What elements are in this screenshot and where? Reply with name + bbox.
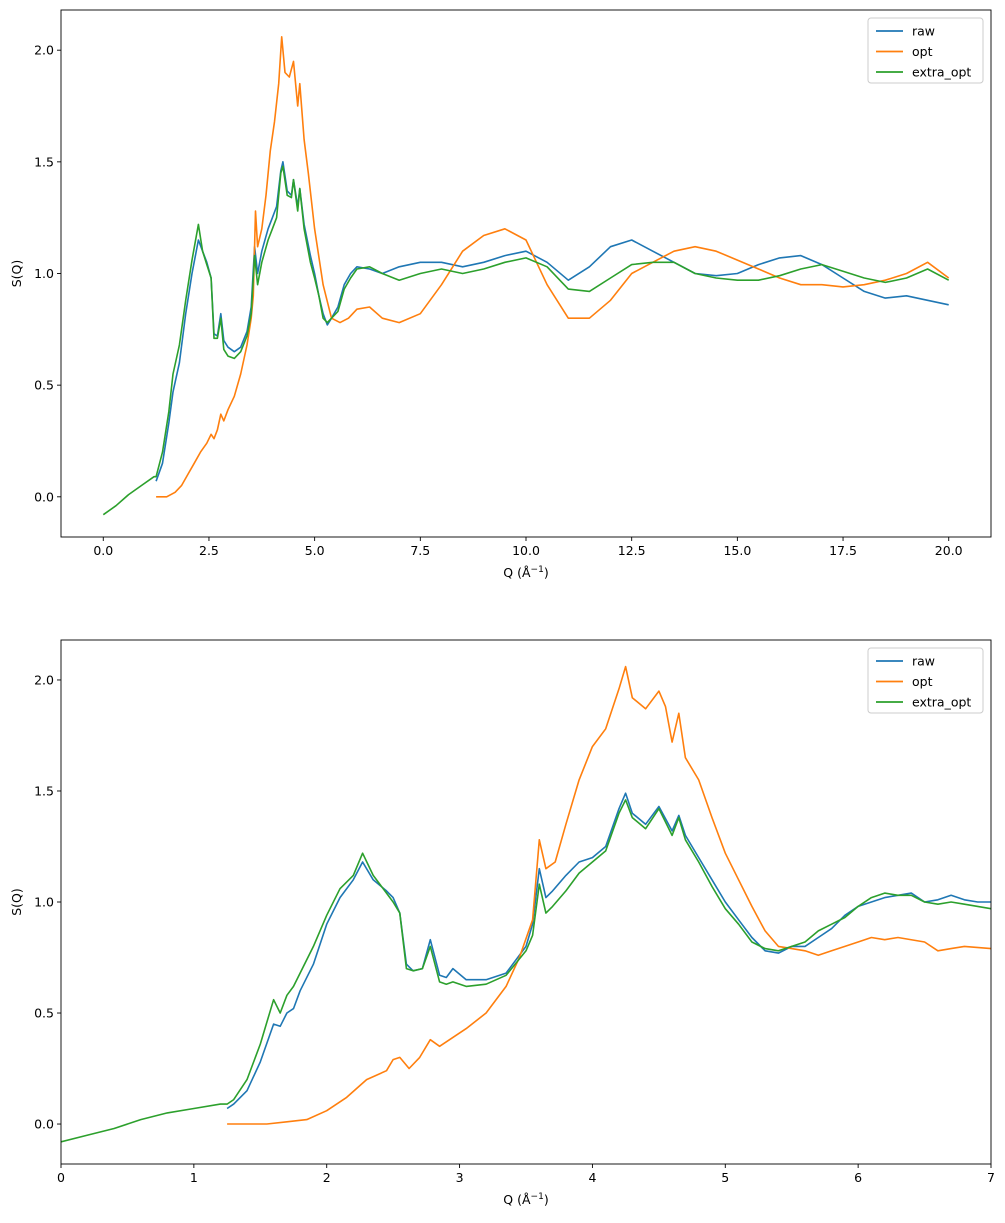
chart2-x-tick-label: 0	[57, 1170, 65, 1185]
chart2-y-tick-label: 0.0	[34, 1117, 54, 1132]
chart1-x-tick-label: 15.0	[723, 543, 751, 558]
chart1-x-tick-label: 12.5	[618, 543, 646, 558]
chart1-x-tick-label: 0.0	[93, 543, 113, 558]
chart2-x-tick-label: 1	[190, 1170, 198, 1185]
chart1-series-opt	[156, 35, 950, 498]
chart2-x-tick-label: 3	[456, 1170, 464, 1185]
chart2-x-axis-label: Q (Å−1)	[503, 1192, 548, 1207]
chart2: 0 1 2 3 4 5 6 7 0.0 0.5 1.0 1.5 2.0 Q (Å−1) S(Q) raw opt…	[9, 639, 995, 1207]
chart1-legend: raw opt extra_opt	[867, 17, 984, 84]
chart1-legend-label-extra-opt: extra_opt	[912, 65, 971, 80]
chart1-x-tick-label: 7.5	[410, 543, 430, 558]
chart2-x-tick-label: 4	[588, 1170, 596, 1185]
chart2-legend-label-extra-opt: extra_opt	[912, 695, 971, 710]
chart1-y-tick-label: 1.0	[34, 266, 54, 281]
chart2-y-tick-label: 2.0	[34, 672, 54, 687]
chart2-y-axis-label: S(Q)	[9, 888, 24, 916]
chart2-series-extra-opt	[61, 799, 991, 1143]
chart2-x-tick-label: 6	[854, 1170, 862, 1185]
chart1-y-tick-label: 0.0	[34, 489, 54, 504]
chart2-series-raw	[226, 792, 991, 1110]
chart1-y-tick-label: 0.5	[34, 378, 54, 393]
chart1-x-tick-label: 10.0	[512, 543, 540, 558]
chart2-x-tick-label: 2	[323, 1170, 331, 1185]
chart1-y-tick-label: 2.0	[34, 43, 54, 58]
chart1-x-tick-label: 17.5	[829, 543, 857, 558]
chart2-y-tick-label: 1.0	[34, 895, 54, 910]
chart1-x-axis-label: Q (Å−1)	[503, 565, 548, 580]
chart2-y-tick-label: 0.5	[34, 1006, 54, 1021]
chart2-x-tick-label: 5	[721, 1170, 729, 1185]
chart1-series-raw	[155, 161, 949, 482]
chart1-x-tick-label: 20.0	[935, 543, 963, 558]
chart1-legend-label-opt: opt	[912, 44, 933, 59]
chart1-x-tick-label: 5.0	[305, 543, 325, 558]
chart2-y-tick-label: 1.5	[34, 783, 54, 798]
chart1-y-tick-label: 1.5	[34, 154, 54, 169]
chart2-legend: raw opt extra_opt	[867, 647, 984, 714]
chart2-legend-label-raw: raw	[912, 654, 935, 669]
chart1-x-tick-label: 2.5	[199, 543, 219, 558]
chart2-series-opt	[227, 665, 991, 1125]
chart1: 0.0 2.5 5.0 7.5 10.0 12.5 15.0 17.5 20.0 0.0 0.5 1.…	[9, 9, 992, 580]
chart2-legend-box	[867, 647, 984, 714]
chart1-legend-label-raw: raw	[912, 24, 935, 39]
chart2-axes-frame	[60, 639, 992, 1165]
chart1-legend-box	[867, 17, 984, 84]
chart2-x-tick-label: 7	[987, 1170, 995, 1185]
chart1-y-axis-label: S(Q)	[9, 260, 24, 288]
chart1-series-extra-opt	[102, 165, 950, 516]
chart2-legend-label-opt: opt	[912, 674, 933, 689]
